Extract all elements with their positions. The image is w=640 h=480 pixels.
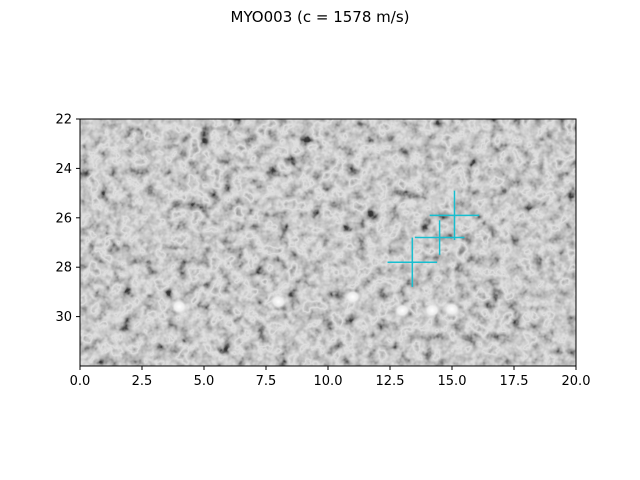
y-tick-label: 22 (55, 113, 72, 128)
bright-spot (423, 302, 442, 319)
y-tick-label: 30 (55, 310, 72, 325)
x-tick-label: 17.5 (500, 374, 529, 389)
x-tick-label: 7.5 (256, 374, 277, 389)
crosshair-marker: + (387, 237, 438, 287)
x-tick-label: 2.5 (132, 374, 153, 389)
x-tick-label: 10.0 (314, 374, 343, 389)
y-tick-label: 24 (55, 162, 72, 177)
x-axis: 0.0 2.5 5.0 7.5 10.0 12.5 15.0 17.5 20.0 (70, 366, 591, 389)
bright-spot (343, 288, 362, 305)
bright-spot (393, 302, 412, 319)
x-tick-label: 20.0 (562, 374, 591, 389)
bright-spot (170, 298, 189, 315)
y-axis: 22 24 26 28 30 (55, 113, 80, 325)
x-tick-label: 0.0 (70, 374, 91, 389)
x-tick-label: 5.0 (194, 374, 215, 389)
crosshair-marker: + (429, 190, 480, 241)
y-tick-label: 28 (55, 261, 72, 276)
bright-spot (269, 293, 288, 310)
cyan-markers: + + + (387, 190, 480, 287)
marker-point: + (407, 255, 417, 269)
marker-point: + (435, 231, 445, 245)
marker-point: + (449, 208, 459, 222)
bright-spots (170, 288, 461, 319)
x-tick-label: 15.0 (438, 374, 467, 389)
y-tick-label: 26 (55, 211, 72, 226)
crosshair-marker: + (414, 220, 465, 255)
bright-spot (443, 301, 461, 318)
chart-title: MYO003 (c = 1578 m/s) (231, 8, 410, 26)
x-tick-label: 12.5 (376, 374, 405, 389)
plot-area: + + + (79, 118, 577, 367)
speckle-texture (80, 119, 576, 366)
